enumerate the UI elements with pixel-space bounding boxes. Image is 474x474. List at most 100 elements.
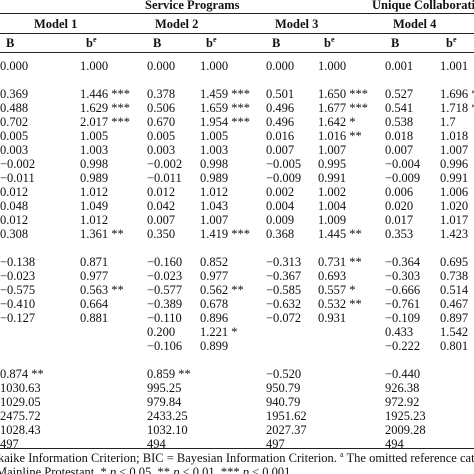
- subheader: be: [446, 34, 457, 50]
- subheader: B: [391, 36, 400, 50]
- cell: 0.995: [318, 157, 347, 171]
- cell: 0.020: [385, 199, 414, 213]
- cell: 1029.05: [0, 395, 41, 409]
- rule: [0, 13, 474, 14]
- cell: 995.25: [147, 381, 182, 395]
- cell: 0.000: [0, 59, 29, 73]
- cell: 0.007: [385, 143, 414, 157]
- cell: −0.440: [385, 367, 421, 381]
- cell: −0.520: [266, 367, 302, 381]
- footnote-sup: a: [340, 449, 344, 459]
- cell: 0.702: [0, 115, 29, 129]
- cell: 0.991: [440, 171, 469, 185]
- cell: 0.501: [266, 87, 295, 101]
- cell: 0.527: [385, 87, 414, 101]
- cell: 0.200: [147, 325, 176, 339]
- model-header: Model 3: [275, 17, 319, 31]
- cell: 0.004: [266, 199, 295, 213]
- cell: −0.313: [266, 255, 302, 269]
- cell: 0.514: [440, 283, 469, 297]
- cell: 0.048: [0, 199, 29, 213]
- cell: 0.007: [266, 143, 295, 157]
- cell: 0.369: [0, 87, 29, 101]
- cell: 0.506: [147, 101, 176, 115]
- footnote: Mainline Protestant. * p < 0.05. ** p < …: [0, 465, 294, 474]
- cell: 0.003: [0, 143, 29, 157]
- cell: −0.367: [266, 269, 302, 283]
- cell: 1.7: [440, 115, 456, 129]
- cell: 0.532 **: [318, 297, 362, 311]
- cell: −0.023: [0, 269, 36, 283]
- cell: 0.989: [200, 171, 229, 185]
- footnote-text: The omitted reference category for all a…: [346, 451, 474, 465]
- cell: 0.896: [200, 311, 229, 325]
- cell: 0.006: [385, 185, 414, 199]
- cell: −0.389: [147, 297, 183, 311]
- cell: 1.049: [80, 199, 109, 213]
- subheader: B: [6, 36, 15, 50]
- cell: 1.419 ***: [200, 227, 250, 241]
- cell: −0.575: [0, 283, 36, 297]
- cell: 0.000: [147, 59, 176, 73]
- cell: −0.585: [266, 283, 302, 297]
- cell: 1.005: [80, 129, 109, 143]
- cell: −0.410: [0, 297, 36, 311]
- cell: 0.308: [0, 227, 29, 241]
- cell: 2027.37: [266, 423, 307, 437]
- subheader-sup: e: [330, 34, 335, 44]
- cell: 0.017: [385, 213, 414, 227]
- cell: 0.433: [385, 325, 414, 339]
- cell: 1.221 *: [200, 325, 238, 339]
- subheader-sup: e: [452, 34, 457, 44]
- cell: 0.378: [147, 87, 176, 101]
- cell: 0.350: [147, 227, 176, 241]
- cell: 1.659 ***: [200, 101, 250, 115]
- cell: −0.011: [147, 171, 182, 185]
- cell: 0.000: [266, 59, 295, 73]
- cell: 0.016: [266, 129, 295, 143]
- cell: 0.899: [200, 339, 229, 353]
- cell: −0.666: [385, 283, 421, 297]
- cell: 940.79: [266, 395, 301, 409]
- cell: −0.127: [0, 311, 36, 325]
- cell: 0.541: [385, 101, 414, 115]
- cell: 1.001: [440, 59, 469, 73]
- cell: 0.003: [147, 143, 176, 157]
- footnote-text: kaike Information Criterion; BIC = Bayes…: [0, 451, 341, 465]
- cell: 0.996: [440, 157, 469, 171]
- cell: −0.364: [385, 255, 421, 269]
- cell: 0.678: [200, 297, 229, 311]
- cell: 0.977: [80, 269, 109, 283]
- subheader-sup: e: [212, 34, 217, 44]
- cell: 1.542: [440, 325, 469, 339]
- cell: 1.718 *: [440, 101, 474, 115]
- cell: 1.629 ***: [80, 101, 130, 115]
- cell: 1.650 ***: [318, 87, 368, 101]
- cell: −0.004: [385, 157, 421, 171]
- cell: −0.303: [385, 269, 421, 283]
- cell: 972.92: [385, 395, 420, 409]
- cell: −0.110: [147, 311, 182, 325]
- cell: 0.042: [147, 199, 176, 213]
- cell: −0.761: [385, 297, 421, 311]
- cell: 0.562 **: [200, 283, 244, 297]
- cell: 1.020: [440, 199, 469, 213]
- cell: 0.881: [80, 311, 109, 325]
- rule: [0, 52, 474, 53]
- cell: 1.445 **: [318, 227, 362, 241]
- cell: 1.423: [440, 227, 469, 241]
- cell: −0.109: [385, 311, 421, 325]
- cell: 494: [147, 437, 166, 451]
- cell: −0.005: [266, 157, 302, 171]
- cell: −0.632: [266, 297, 302, 311]
- cell: 1032.10: [147, 423, 188, 437]
- cell: −0.009: [266, 171, 302, 185]
- cell: 1.000: [80, 59, 109, 73]
- cell: 0.009: [266, 213, 295, 227]
- cell: 0.998: [80, 157, 109, 171]
- cell: 0.801: [440, 339, 469, 353]
- cell: 0.012: [147, 185, 176, 199]
- subheader-sup: e: [92, 34, 97, 44]
- cell: −0.009: [385, 171, 421, 185]
- cell: 0.738: [440, 269, 469, 283]
